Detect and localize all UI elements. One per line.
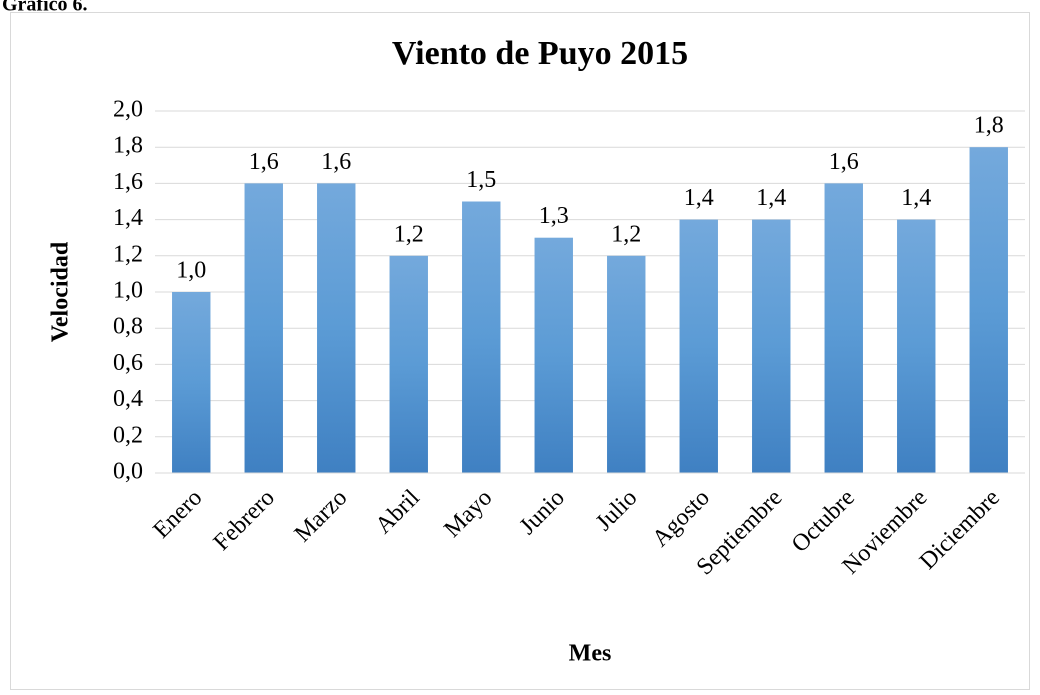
bar [172,292,211,473]
y-tick-label: 0,6 [113,350,143,376]
data-label: 1,0 [176,258,206,284]
y-tick-label: 0,4 [113,386,143,412]
bar [534,237,573,473]
bar [752,219,791,473]
y-tick-label: 1,6 [113,169,143,195]
y-tick-label: 0,2 [113,422,143,448]
bar [244,183,283,473]
data-label: 1,2 [394,221,424,247]
bar [462,201,501,473]
bar [317,183,356,473]
bar [824,183,863,473]
data-label: 1,4 [684,185,714,211]
y-tick-label: 2,0 [113,97,143,123]
x-axis-title: Mes [569,641,612,667]
y-tick-label: 0,8 [113,314,143,340]
data-label: 1,6 [829,149,859,175]
data-label: 1,5 [466,167,496,193]
y-axis-title: Velocidad [48,241,74,342]
y-tick-label: 1,4 [113,205,143,231]
bar [679,219,718,473]
data-label: 1,8 [974,113,1004,139]
caption: Gráfico 6. [2,0,88,16]
y-tick-label: 1,2 [113,241,143,267]
data-label: 1,4 [901,185,931,211]
y-tick-label: 1,0 [113,278,143,304]
data-label: 1,3 [539,203,569,229]
data-label: 1,4 [756,185,786,211]
chart-title: Viento de Puyo 2015 [392,35,688,72]
y-tick-label: 0,0 [113,459,143,485]
data-label: 1,6 [321,149,351,175]
bar [969,147,1008,473]
data-label: 1,2 [611,221,641,247]
bar [897,219,936,473]
y-tick-label: 1,8 [113,133,143,159]
data-label: 1,6 [249,149,279,175]
bar [607,255,646,473]
bar [389,255,428,473]
chart-border [10,12,1030,690]
